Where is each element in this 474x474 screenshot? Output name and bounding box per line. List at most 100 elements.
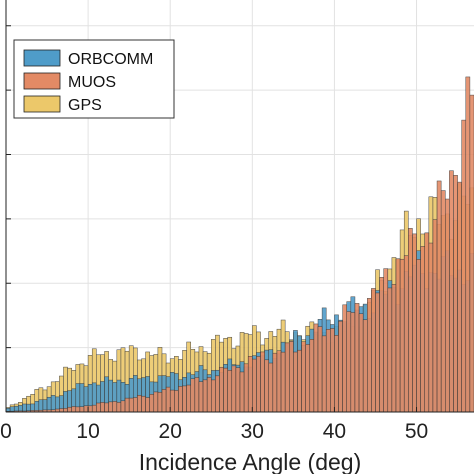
histogram-bar-muos [371,288,376,413]
histogram-bar-muos [194,377,200,413]
histogram-bar-muos [424,232,430,413]
histogram-bar-muos [408,228,413,413]
histogram-bar-muos [436,180,442,413]
x-axis-ticks: 0 10 20 30 40 50 [0,407,428,443]
legend-swatch-muos [23,72,61,90]
x-tick-label: 10 [76,420,99,443]
histogram-bar-muos [165,386,171,413]
histogram-bar-muos [178,386,183,413]
histogram-bar-muos [264,359,269,413]
x-axis-title: Incidence Angle (deg) [139,449,362,474]
histogram-bar-muos [461,119,467,413]
legend-label-orbcomm: ORBCOMM [68,51,153,68]
histogram-bar-muos [268,362,274,413]
histogram-bar-muos [362,319,368,413]
histogram-bar-muos [346,311,352,413]
histogram-bar-muos [252,358,257,413]
x-tick-label: 40 [323,420,346,443]
histogram-bar-muos [367,298,372,413]
histogram-bar-muos [375,292,380,413]
histogram-bar-muos [449,170,454,413]
axes [5,0,474,413]
histogram-bar-muos [416,259,421,413]
histogram-bar-muos [157,391,163,413]
histogram-bar-muos [297,349,302,413]
histogram-bar-muos [383,268,389,413]
histogram-bar-muos [379,277,384,413]
histogram-bar-muos [293,351,298,413]
histogram-bar-muos [67,406,72,413]
histogram-bar-muos [211,379,216,413]
histogram-bar-muos [330,328,335,413]
histogram-bar-muos [141,395,146,413]
histogram-bar-muos [243,363,249,413]
legend-label-gps: GPS [68,97,102,114]
histogram-bar-muos [96,402,101,413]
histogram-bar-muos [190,378,196,413]
histogram-bar-muos [149,394,155,413]
histogram-bar-muos [387,287,393,413]
histogram-bar-muos [169,389,175,413]
histogram-bar-muos [317,326,323,413]
histogram-bar-muos [128,397,134,413]
legend-label-muos: MUOS [68,74,116,91]
y-axis-ticks [6,25,11,349]
histogram-bar-muos [186,384,191,413]
x-tick-label: 50 [405,420,428,443]
histogram-bar-muos [75,406,81,413]
histogram-bar-muos [63,408,68,413]
histogram-bar-muos [231,365,237,413]
histogram-bar-muos [206,377,212,413]
legend-swatch-orbcomm [23,49,61,67]
histogram-bar-muos [59,408,64,413]
histogram-bar-muos [227,370,233,413]
legend-swatch-gps [23,95,61,113]
histogram-bar-muos [247,356,253,413]
histogram-bar-muos [256,356,261,413]
histogram-bar-muos [235,367,241,413]
histogram-bar-muos [260,351,265,413]
histogram-bar-muos [182,385,187,413]
histogram-bar-muos [305,344,311,413]
histogram-bar-muos [432,219,438,413]
histogram-bar-muos [239,371,245,413]
histogram-bar-muos [215,375,220,413]
histogram-bar-muos [325,329,331,413]
histogram-bar-muos [276,350,282,413]
histogram-bar-muos [104,402,109,413]
x-tick-label: 30 [241,420,264,443]
histogram-bar-muos [112,401,118,413]
x-tick-label: 0 [0,420,12,443]
histogram-bar-muos [313,323,319,413]
histogram-bar-muos [153,391,159,413]
histogram-bar-muos [412,233,417,413]
series-muos-bars [5,76,474,413]
histogram-bar-muos [334,335,339,413]
histogram-bar-muos [219,366,224,413]
histogram-bar-muos [391,284,397,413]
histogram-bar-muos [358,313,364,413]
histogram-bar-muos [399,258,405,413]
histogram-bars [5,76,474,413]
histogram-bar-muos [174,390,179,413]
histogram-bar-muos [354,303,360,413]
histogram-bar-muos [133,397,138,413]
histogram-bar-muos [223,367,228,413]
histogram-bar-muos [457,181,462,413]
histogram-bar-muos [445,198,450,413]
histogram-bar-muos [108,401,113,413]
histogram-bar-muos [202,379,208,413]
histogram-bar-muos [116,402,122,413]
histogram-bar-muos [338,320,343,413]
histogram-bar-muos [280,351,286,413]
histogram-bar-muos [350,312,356,413]
histogram-bar-muos [124,397,130,413]
histogram-bar-muos [198,381,204,413]
histogram-bar-muos [440,190,446,413]
histogram-bar-muos [145,397,150,413]
histogram-bar-muos [395,258,401,413]
histogram-bar-muos [161,389,167,413]
histogram-bar-muos [420,246,425,413]
histogram-bar-muos [403,255,409,413]
